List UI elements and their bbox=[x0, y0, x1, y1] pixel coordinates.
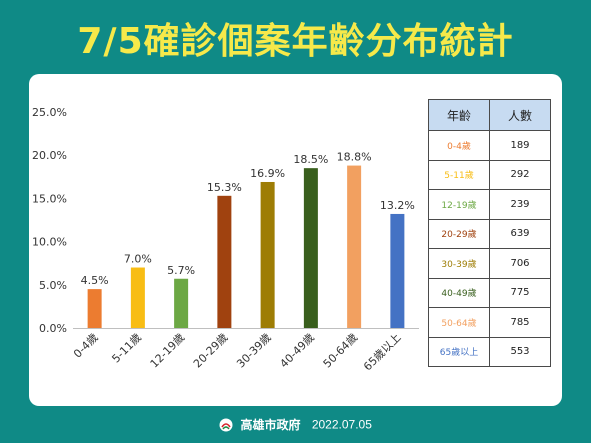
footer-date: 2022.07.05 bbox=[311, 417, 372, 432]
table-row: 0-4歲 189 bbox=[428, 130, 551, 161]
data-label: 18.5% bbox=[293, 153, 328, 166]
data-label: 15.3% bbox=[207, 181, 242, 194]
x-tick-label: 20-29歲 bbox=[190, 330, 230, 370]
data-label: 4.5% bbox=[81, 274, 109, 287]
table-cell-age: 50-64歲 bbox=[428, 307, 490, 338]
table-row: 5-11歲 292 bbox=[428, 159, 551, 190]
table-cell-count: 292 bbox=[489, 159, 551, 190]
table-row: 20-29歲 639 bbox=[428, 218, 551, 249]
x-tick-label: 65歲以上 bbox=[360, 330, 403, 373]
table-header-row: 年齡 人數 bbox=[428, 99, 551, 131]
bar bbox=[217, 195, 232, 328]
table-cell-age: 5-11歲 bbox=[428, 159, 490, 190]
age-count-table: 年齡 人數 0-4歲 189 5-11歲 292 12-19歲 239 20-2… bbox=[428, 99, 551, 367]
table-cell-age: 12-19歲 bbox=[428, 189, 490, 220]
y-tick-label: 0.0% bbox=[39, 322, 67, 335]
bar bbox=[347, 165, 362, 328]
table-row: 30-39歲 706 bbox=[428, 248, 551, 279]
page-title: 7/5確診個案年齡分布統計 bbox=[77, 21, 514, 62]
table-row: 50-64歲 785 bbox=[428, 307, 551, 338]
x-tick-label: 0-4歲 bbox=[70, 330, 100, 360]
table-cell-age: 0-4歲 bbox=[428, 130, 490, 161]
table-cell-count: 239 bbox=[489, 189, 551, 220]
table-cell-age: 40-49歲 bbox=[428, 277, 490, 308]
data-label: 7.0% bbox=[124, 253, 152, 266]
table-row: 12-19歲 239 bbox=[428, 189, 551, 220]
table-cell-count: 775 bbox=[489, 277, 551, 308]
bar bbox=[260, 181, 275, 328]
data-label: 5.7% bbox=[167, 264, 195, 277]
x-tick-label: 40-49歲 bbox=[277, 330, 317, 370]
bar bbox=[390, 213, 405, 328]
table-cell-count: 706 bbox=[489, 248, 551, 279]
chart-card: 0.0% 5.0% 10.0% 15.0% 20.0% 25.0% 4.5% 0-4歲 7.0%… bbox=[29, 74, 562, 406]
table-row: 65歲以上 553 bbox=[428, 336, 551, 367]
y-tick-label: 10.0% bbox=[32, 236, 67, 249]
footer: 高雄市政府 2022.07.05 bbox=[0, 416, 591, 433]
table-cell-age: 65歲以上 bbox=[428, 336, 490, 367]
kaohsiung-logo-icon bbox=[219, 418, 233, 431]
bar bbox=[303, 168, 318, 328]
x-tick-label: 30-39歲 bbox=[233, 330, 273, 370]
table-row: 40-49歲 775 bbox=[428, 277, 551, 308]
y-tick-label: 25.0% bbox=[32, 106, 67, 119]
x-tick-label: 5-11歲 bbox=[109, 330, 144, 365]
x-tick-label: 12-19歲 bbox=[147, 330, 187, 370]
table-header-age: 年齡 bbox=[428, 99, 490, 131]
bar bbox=[87, 289, 102, 328]
y-tick-label: 15.0% bbox=[32, 192, 67, 205]
bar-chart: 0.0% 5.0% 10.0% 15.0% 20.0% 25.0% 4.5% 0-4歲 7.0%… bbox=[32, 106, 419, 373]
x-tick-label: 50-64歲 bbox=[320, 330, 360, 370]
table-cell-count: 785 bbox=[489, 307, 551, 338]
table-cell-count: 189 bbox=[489, 130, 551, 161]
footer-org: 高雄市政府 bbox=[240, 418, 301, 432]
y-tick-label: 5.0% bbox=[39, 279, 67, 292]
data-label: 18.8% bbox=[337, 151, 372, 164]
bar bbox=[174, 278, 189, 328]
table-cell-age: 30-39歲 bbox=[428, 248, 490, 279]
table-cell-count: 553 bbox=[489, 336, 551, 367]
table-cell-count: 639 bbox=[489, 218, 551, 249]
y-tick-label: 20.0% bbox=[32, 149, 67, 162]
bar bbox=[130, 267, 145, 328]
data-label: 16.9% bbox=[250, 167, 285, 180]
table-cell-age: 20-29歲 bbox=[428, 218, 490, 249]
table-header-count: 人數 bbox=[489, 99, 551, 131]
data-label: 13.2% bbox=[380, 199, 415, 212]
